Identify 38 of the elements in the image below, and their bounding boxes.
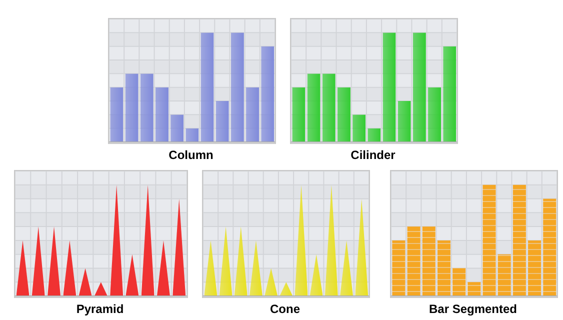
bar: [422, 226, 436, 296]
bar: [437, 240, 450, 296]
bar: [498, 254, 511, 296]
bar: [337, 87, 350, 142]
bar: [292, 87, 306, 142]
bar: [246, 87, 260, 142]
bar: [412, 32, 426, 142]
bar: [125, 74, 138, 142]
bar: [528, 240, 542, 296]
bar: [407, 226, 420, 296]
bar: [382, 32, 396, 142]
bar: [512, 184, 526, 296]
bar: [352, 114, 366, 142]
bar: [543, 198, 556, 296]
bar: [140, 74, 154, 142]
bar: [322, 74, 336, 142]
bar: [482, 184, 496, 296]
bar: [398, 101, 411, 142]
bar: [468, 282, 481, 296]
bar: [392, 240, 406, 296]
bar: [452, 268, 466, 296]
bar: [155, 87, 168, 142]
bar: [261, 46, 274, 142]
bar: [170, 114, 184, 142]
bar: [200, 32, 214, 142]
text: Cone: [269, 302, 301, 316]
bar: [110, 87, 124, 142]
bar: [230, 32, 244, 142]
text: Pyramid: [75, 302, 125, 316]
bar: [307, 74, 320, 142]
bar: [216, 101, 229, 142]
bar: [428, 87, 442, 142]
text: Cilinder: [350, 148, 396, 162]
bar: [443, 46, 456, 142]
bar: [186, 128, 199, 142]
text: Column: [168, 148, 214, 162]
bar: [368, 128, 381, 142]
text: Bar Segmented: [428, 302, 518, 316]
